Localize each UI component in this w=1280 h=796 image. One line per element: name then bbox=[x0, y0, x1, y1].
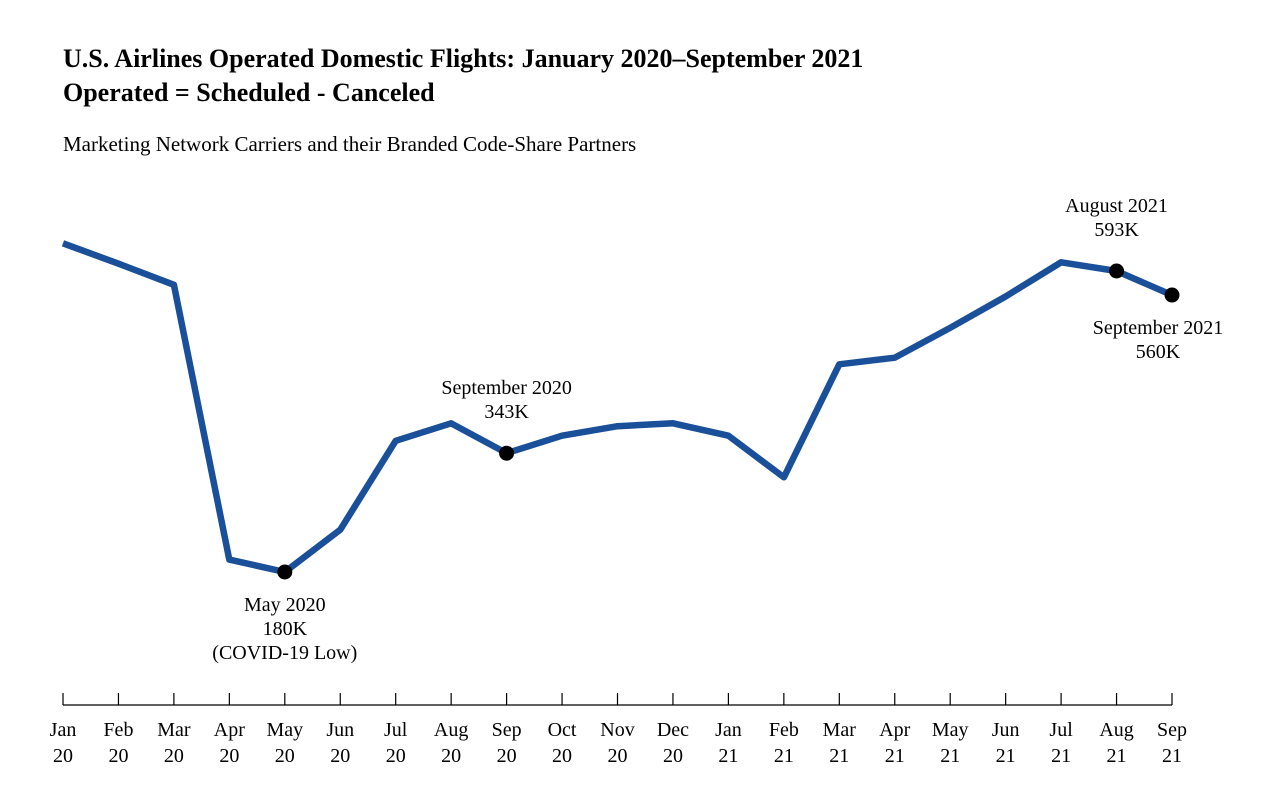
x-tick-label-year: 20 bbox=[164, 745, 184, 767]
annotation-label: August 2021 bbox=[1065, 195, 1168, 217]
x-tick-label-year: 20 bbox=[386, 745, 406, 767]
point-marker bbox=[1109, 263, 1125, 279]
annotation-label: September 2020 bbox=[441, 377, 572, 399]
x-tick-label-year: 20 bbox=[608, 745, 628, 767]
x-tick-label-year: 20 bbox=[219, 745, 239, 767]
point-marker bbox=[1164, 287, 1180, 303]
x-tick-label-month: Jun bbox=[992, 719, 1020, 741]
point-marker-group bbox=[277, 263, 1180, 580]
x-tick-label-year: 21 bbox=[829, 745, 849, 767]
x-tick-label-month: Oct bbox=[548, 719, 577, 741]
x-tick-label-year: 20 bbox=[441, 745, 461, 767]
x-tick-label-month: Aug bbox=[1099, 719, 1133, 741]
x-tick-label-month: Jul bbox=[384, 719, 408, 741]
x-tick-label-month: Aug bbox=[434, 719, 468, 741]
x-tick-label-year: 20 bbox=[497, 745, 517, 767]
x-tick-label-month: Nov bbox=[600, 719, 634, 741]
x-tick-label-month: May bbox=[266, 719, 303, 741]
x-tick-label-year: 20 bbox=[330, 745, 350, 767]
point-marker bbox=[499, 445, 515, 461]
x-tick-label-month: May bbox=[932, 719, 969, 741]
x-tick-label-year: 21 bbox=[885, 745, 905, 767]
annotation-label: 593K bbox=[1094, 219, 1139, 241]
annotation-label: 560K bbox=[1136, 341, 1181, 363]
x-tick-label-month: Mar bbox=[823, 719, 857, 741]
x-tick-label-year: 21 bbox=[1051, 745, 1071, 767]
x-tick-label-year: 20 bbox=[552, 745, 572, 767]
x-tick-label-year: 20 bbox=[108, 745, 128, 767]
x-tick-label-month: Apr bbox=[879, 719, 910, 741]
chart-subtitle: Operated = Scheduled - Canceled bbox=[63, 78, 435, 107]
x-tick-label-year: 20 bbox=[275, 745, 295, 767]
x-tick-label-month: Mar bbox=[157, 719, 191, 741]
chart-note: Marketing Network Carriers and their Bra… bbox=[63, 132, 637, 156]
x-tick-label-month: Dec bbox=[657, 719, 689, 741]
annotation-label: May 2020 bbox=[244, 594, 326, 616]
x-tick-label-year: 21 bbox=[718, 745, 738, 767]
x-tick-label-month: Jan bbox=[715, 719, 742, 741]
x-tick-label-month: Jul bbox=[1049, 719, 1073, 741]
x-tick-label-year: 21 bbox=[1162, 745, 1182, 767]
point-marker bbox=[277, 564, 293, 580]
x-tick-label-month: Feb bbox=[769, 719, 799, 741]
x-tick-label-year: 21 bbox=[940, 745, 960, 767]
series-line bbox=[61, 240, 1174, 576]
x-tick-label-month: Jan bbox=[50, 719, 77, 741]
x-tick-label-year: 21 bbox=[774, 745, 794, 767]
x-tick-label-year: 21 bbox=[1107, 745, 1127, 767]
x-tick-label-year: 21 bbox=[996, 745, 1016, 767]
annotation-label: 343K bbox=[484, 401, 529, 423]
x-tick-label-month: Feb bbox=[103, 719, 133, 741]
annotation-label: September 2021 bbox=[1093, 317, 1224, 339]
annotation-label: 180K bbox=[263, 618, 308, 640]
x-tick-label-month: Jun bbox=[326, 719, 354, 741]
x-tick-label-month: Apr bbox=[214, 719, 245, 741]
series-line-group bbox=[61, 240, 1174, 576]
x-tick-label-month: Sep bbox=[1157, 719, 1187, 741]
chart-title: U.S. Airlines Operated Domestic Flights:… bbox=[63, 44, 864, 73]
x-tick-label-year: 20 bbox=[663, 745, 683, 767]
annotation-label: (COVID-19 Low) bbox=[212, 642, 357, 664]
x-tick-label-year: 20 bbox=[53, 745, 73, 767]
x-tick-label-month: Sep bbox=[492, 719, 522, 741]
x-axis: Jan 20 Feb 20 Mar 20 Apr 20 May 20 Jun 20 Jul 20 Aug 20… bbox=[50, 693, 1187, 767]
